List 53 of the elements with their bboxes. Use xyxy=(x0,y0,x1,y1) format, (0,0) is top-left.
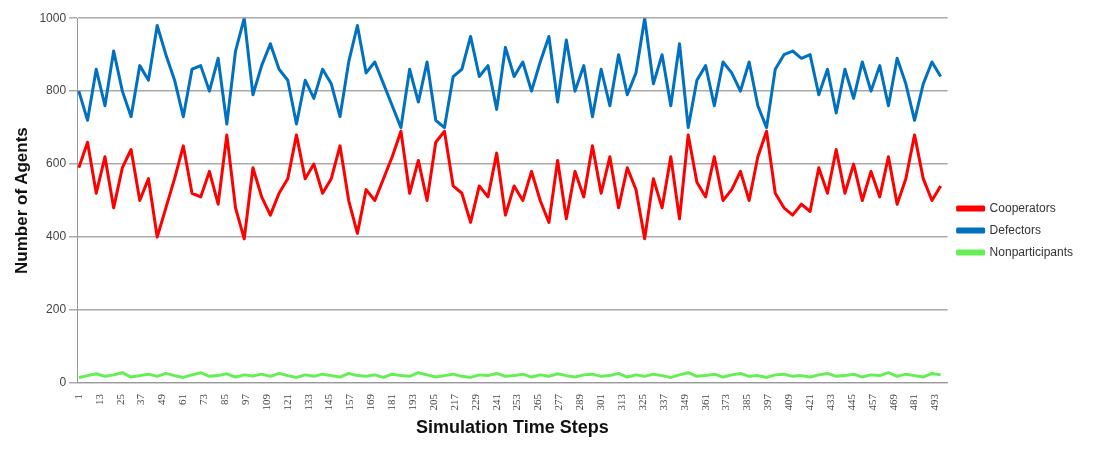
y-tick-label: 400 xyxy=(46,229,67,244)
x-tick-label: 469 xyxy=(886,393,899,411)
x-tick-label: 85 xyxy=(217,393,230,405)
x-tick-label: 409 xyxy=(782,393,795,411)
x-tick-label: 49 xyxy=(155,393,168,405)
x-tick-label: 325 xyxy=(635,393,648,411)
x-tick-label: 61 xyxy=(176,393,189,405)
x-tick-label: 133 xyxy=(301,393,314,411)
x-tick-label: 481 xyxy=(907,393,920,411)
x-tick-label: 241 xyxy=(489,393,502,411)
x-tick-label: 121 xyxy=(280,393,293,411)
legend-label: Nonparticipants xyxy=(989,244,1074,259)
x-tick-label: 301 xyxy=(594,393,607,411)
legend-label: Cooperators xyxy=(989,200,1056,215)
y-tick-label: 800 xyxy=(46,83,67,98)
x-tick-label: 73 xyxy=(197,393,210,405)
x-tick-label: 13 xyxy=(92,393,105,405)
x-tick-label: 445 xyxy=(844,393,857,411)
legend-label: Defectors xyxy=(989,222,1041,237)
y-tick-label: 200 xyxy=(46,302,67,317)
x-tick-label: 493 xyxy=(928,393,941,411)
x-tick-label: 193 xyxy=(406,393,419,411)
x-tick-label: 361 xyxy=(698,393,711,411)
x-tick-label: 145 xyxy=(322,393,335,411)
x-tick-label: 229 xyxy=(468,393,481,411)
x-tick-label: 349 xyxy=(677,393,690,411)
x-tick-label: 337 xyxy=(656,393,669,411)
x-tick-label: 385 xyxy=(740,393,753,411)
x-tick-label: 313 xyxy=(614,393,627,411)
y-tick-label: 0 xyxy=(59,375,67,390)
x-tick-label: 205 xyxy=(426,393,439,411)
x-tick-label: 289 xyxy=(573,393,586,411)
y-axis-title: Number of Agents xyxy=(11,127,31,274)
x-tick-label: 217 xyxy=(447,393,460,411)
x-tick-label: 433 xyxy=(823,393,836,411)
x-tick-label: 373 xyxy=(719,393,732,411)
x-tick-label: 109 xyxy=(259,393,272,411)
y-tick-label: 600 xyxy=(46,156,67,171)
x-tick-label: 25 xyxy=(113,393,126,405)
x-axis-title: Simulation Time Steps xyxy=(416,417,609,438)
x-tick-label: 277 xyxy=(552,393,565,411)
x-tick-label: 97 xyxy=(238,393,251,405)
y-tick-label: 1000 xyxy=(39,10,67,25)
x-tick-label: 421 xyxy=(802,393,815,411)
x-tick-label: 265 xyxy=(531,393,544,411)
x-tick-label: 1 xyxy=(71,393,84,400)
x-tick-label: 157 xyxy=(343,393,356,411)
x-tick-label: 37 xyxy=(134,393,147,405)
x-tick-label: 169 xyxy=(364,393,377,411)
x-tick-label: 181 xyxy=(385,393,398,411)
x-tick-label: 397 xyxy=(761,393,774,411)
x-tick-label: 457 xyxy=(865,393,878,411)
x-tick-label: 253 xyxy=(510,393,523,411)
